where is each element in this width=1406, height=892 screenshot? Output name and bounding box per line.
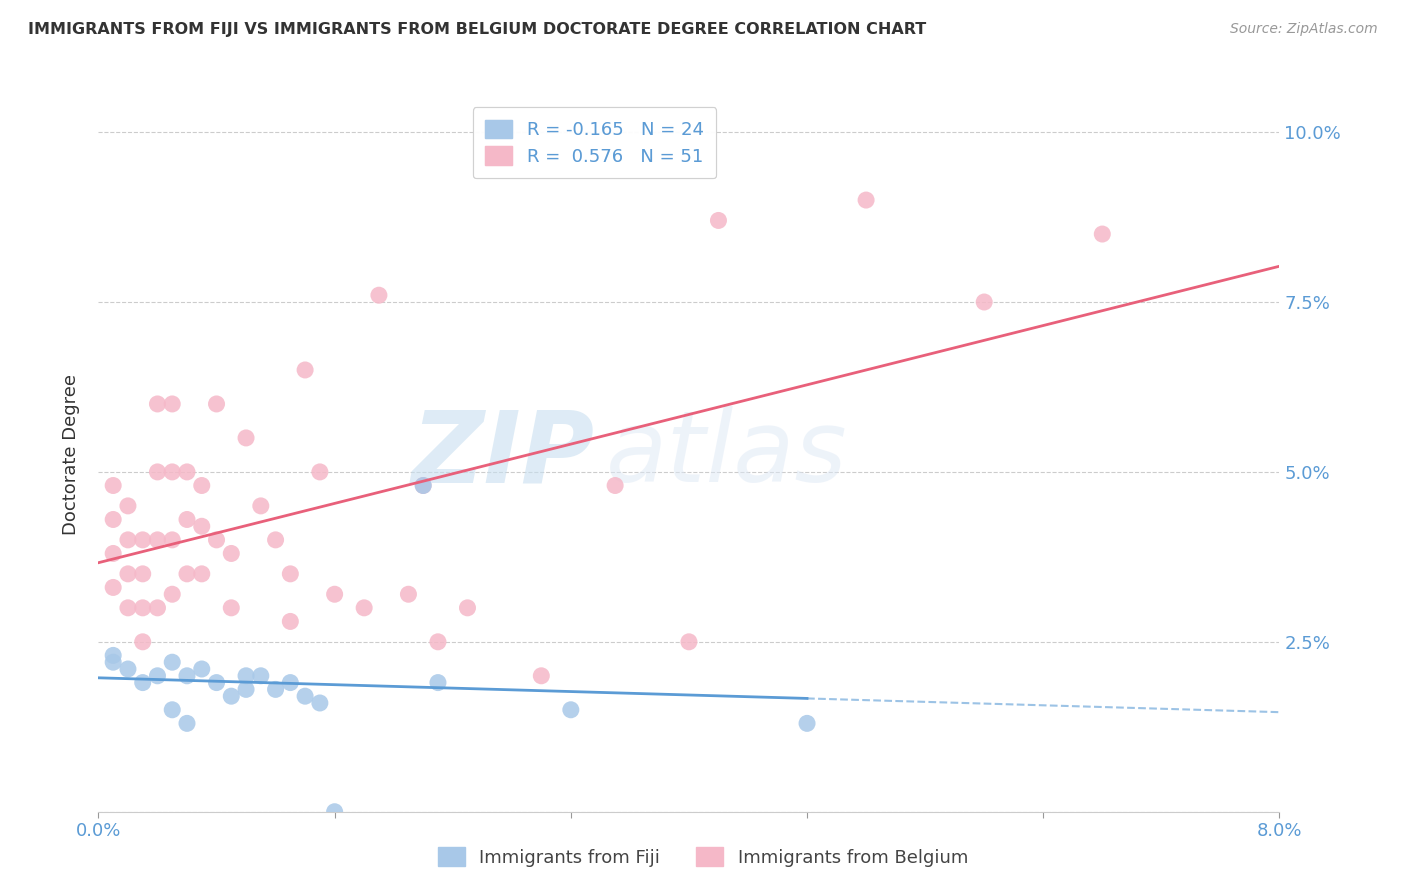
Point — [530, 669, 553, 683]
Point — [396, 587, 419, 601]
Point — [162, 587, 183, 601]
Legend: Immigrants from Fiji, Immigrants from Belgium: Immigrants from Fiji, Immigrants from Be… — [430, 840, 976, 874]
Point — [191, 478, 214, 492]
Point — [1091, 227, 1114, 241]
Y-axis label: Doctorate Degree: Doctorate Degree — [62, 375, 80, 535]
Point — [103, 581, 125, 595]
Point — [103, 512, 125, 526]
Point — [146, 397, 169, 411]
Point — [308, 696, 332, 710]
Point — [176, 716, 198, 731]
Point — [103, 478, 125, 492]
Point — [162, 655, 183, 669]
Point — [117, 499, 139, 513]
Text: IMMIGRANTS FROM FIJI VS IMMIGRANTS FROM BELGIUM DOCTORATE DEGREE CORRELATION CHA: IMMIGRANTS FROM FIJI VS IMMIGRANTS FROM … — [28, 22, 927, 37]
Point — [323, 587, 346, 601]
Point — [456, 600, 478, 615]
Point — [367, 288, 389, 302]
Point — [117, 566, 139, 581]
Point — [162, 465, 183, 479]
Point — [560, 703, 582, 717]
Point — [176, 566, 198, 581]
Point — [219, 546, 242, 560]
Point — [235, 669, 257, 683]
Point — [117, 662, 139, 676]
Legend: R = -0.165   N = 24, R =  0.576   N = 51: R = -0.165 N = 24, R = 0.576 N = 51 — [472, 107, 717, 178]
Point — [278, 615, 302, 629]
Point — [191, 662, 214, 676]
Point — [294, 363, 316, 377]
Point — [205, 533, 228, 547]
Point — [678, 635, 700, 649]
Point — [426, 635, 449, 649]
Point — [117, 533, 139, 547]
Point — [250, 499, 273, 513]
Point — [132, 675, 155, 690]
Point — [176, 465, 198, 479]
Point — [264, 533, 287, 547]
Point — [412, 478, 434, 492]
Point — [117, 600, 139, 615]
Point — [235, 682, 257, 697]
Point — [426, 675, 449, 690]
Point — [278, 675, 302, 690]
Point — [973, 295, 995, 310]
Text: atlas: atlas — [606, 407, 848, 503]
Point — [219, 689, 242, 703]
Point — [308, 465, 332, 479]
Point — [103, 655, 125, 669]
Point — [205, 397, 228, 411]
Point — [278, 566, 302, 581]
Point — [132, 600, 155, 615]
Point — [176, 669, 198, 683]
Text: ZIP: ZIP — [412, 407, 595, 503]
Point — [412, 478, 434, 492]
Point — [191, 519, 214, 533]
Point — [132, 635, 155, 649]
Point — [264, 682, 287, 697]
Point — [250, 669, 273, 683]
Point — [132, 533, 155, 547]
Point — [707, 213, 730, 227]
Text: Source: ZipAtlas.com: Source: ZipAtlas.com — [1230, 22, 1378, 37]
Point — [205, 675, 228, 690]
Point — [146, 669, 169, 683]
Point — [191, 566, 214, 581]
Point — [132, 566, 155, 581]
Point — [353, 600, 375, 615]
Point — [176, 512, 198, 526]
Point — [103, 648, 125, 663]
Point — [219, 600, 242, 615]
Point — [235, 431, 257, 445]
Point — [855, 193, 877, 207]
Point — [605, 478, 627, 492]
Point — [162, 533, 183, 547]
Point — [294, 689, 316, 703]
Point — [162, 397, 183, 411]
Point — [796, 716, 818, 731]
Point — [146, 600, 169, 615]
Point — [146, 465, 169, 479]
Point — [146, 533, 169, 547]
Point — [103, 546, 125, 560]
Point — [323, 805, 346, 819]
Point — [162, 703, 183, 717]
